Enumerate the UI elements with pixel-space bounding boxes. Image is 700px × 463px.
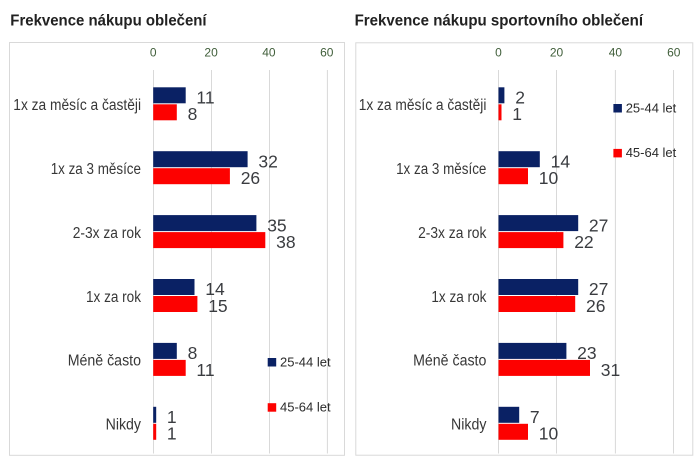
- svg-text:8: 8: [188, 343, 198, 363]
- svg-text:27: 27: [589, 215, 608, 235]
- svg-text:2-3x za rok: 2-3x za rok: [418, 225, 487, 242]
- svg-text:0: 0: [495, 46, 502, 60]
- svg-text:15: 15: [208, 296, 227, 316]
- svg-text:45-64 let: 45-64 let: [626, 145, 677, 160]
- svg-text:20: 20: [204, 46, 218, 60]
- svg-text:8: 8: [188, 104, 198, 124]
- svg-text:Frekvence nákupu oblečení: Frekvence nákupu oblečení: [10, 13, 207, 30]
- svg-text:Méně často: Méně často: [68, 353, 141, 370]
- svg-text:38: 38: [276, 232, 295, 252]
- svg-text:1x za rok: 1x za rok: [86, 289, 141, 306]
- svg-text:11: 11: [196, 88, 214, 108]
- svg-text:2-3x za rok: 2-3x za rok: [73, 225, 142, 242]
- svg-text:25-44 let: 25-44 let: [626, 100, 677, 115]
- svg-text:32: 32: [258, 151, 277, 171]
- svg-text:60: 60: [667, 46, 681, 60]
- svg-text:27: 27: [589, 279, 608, 299]
- svg-text:1x za 3 měsíce: 1x za 3 měsíce: [51, 161, 141, 178]
- svg-text:0: 0: [150, 46, 157, 60]
- svg-text:14: 14: [551, 151, 571, 171]
- svg-text:Méně často: Méně často: [413, 353, 486, 370]
- svg-text:23: 23: [577, 343, 596, 363]
- svg-text:22: 22: [574, 232, 593, 252]
- svg-text:11: 11: [196, 360, 214, 380]
- svg-text:1: 1: [167, 407, 177, 427]
- svg-text:1: 1: [167, 424, 177, 444]
- svg-text:25-44 let: 25-44 let: [280, 354, 331, 369]
- svg-text:60: 60: [320, 46, 334, 60]
- svg-text:14: 14: [205, 279, 225, 299]
- svg-text:2: 2: [515, 88, 525, 108]
- svg-text:26: 26: [586, 296, 605, 316]
- svg-text:7: 7: [530, 407, 540, 427]
- svg-text:40: 40: [609, 46, 623, 60]
- svg-text:45-64 let: 45-64 let: [280, 400, 331, 415]
- svg-text:35: 35: [267, 215, 286, 235]
- svg-text:1x za 3 měsíce: 1x za 3 měsíce: [396, 161, 486, 178]
- svg-text:10: 10: [539, 424, 559, 444]
- svg-text:20: 20: [550, 46, 564, 60]
- svg-text:10: 10: [539, 168, 559, 188]
- svg-text:1: 1: [512, 104, 522, 124]
- svg-text:1x za měsíc a častěji: 1x za měsíc a častěji: [359, 97, 487, 114]
- svg-text:Frekvence nákupu sportovního o: Frekvence nákupu sportovního oblečení: [355, 13, 644, 30]
- svg-text:40: 40: [262, 46, 276, 60]
- svg-text:1x za rok: 1x za rok: [431, 289, 486, 306]
- svg-text:Nikdy: Nikdy: [451, 417, 487, 434]
- svg-text:31: 31: [601, 360, 620, 380]
- svg-text:26: 26: [241, 168, 260, 188]
- svg-text:Nikdy: Nikdy: [106, 417, 142, 434]
- svg-text:1x za měsíc a častěji: 1x za měsíc a častěji: [13, 97, 141, 114]
